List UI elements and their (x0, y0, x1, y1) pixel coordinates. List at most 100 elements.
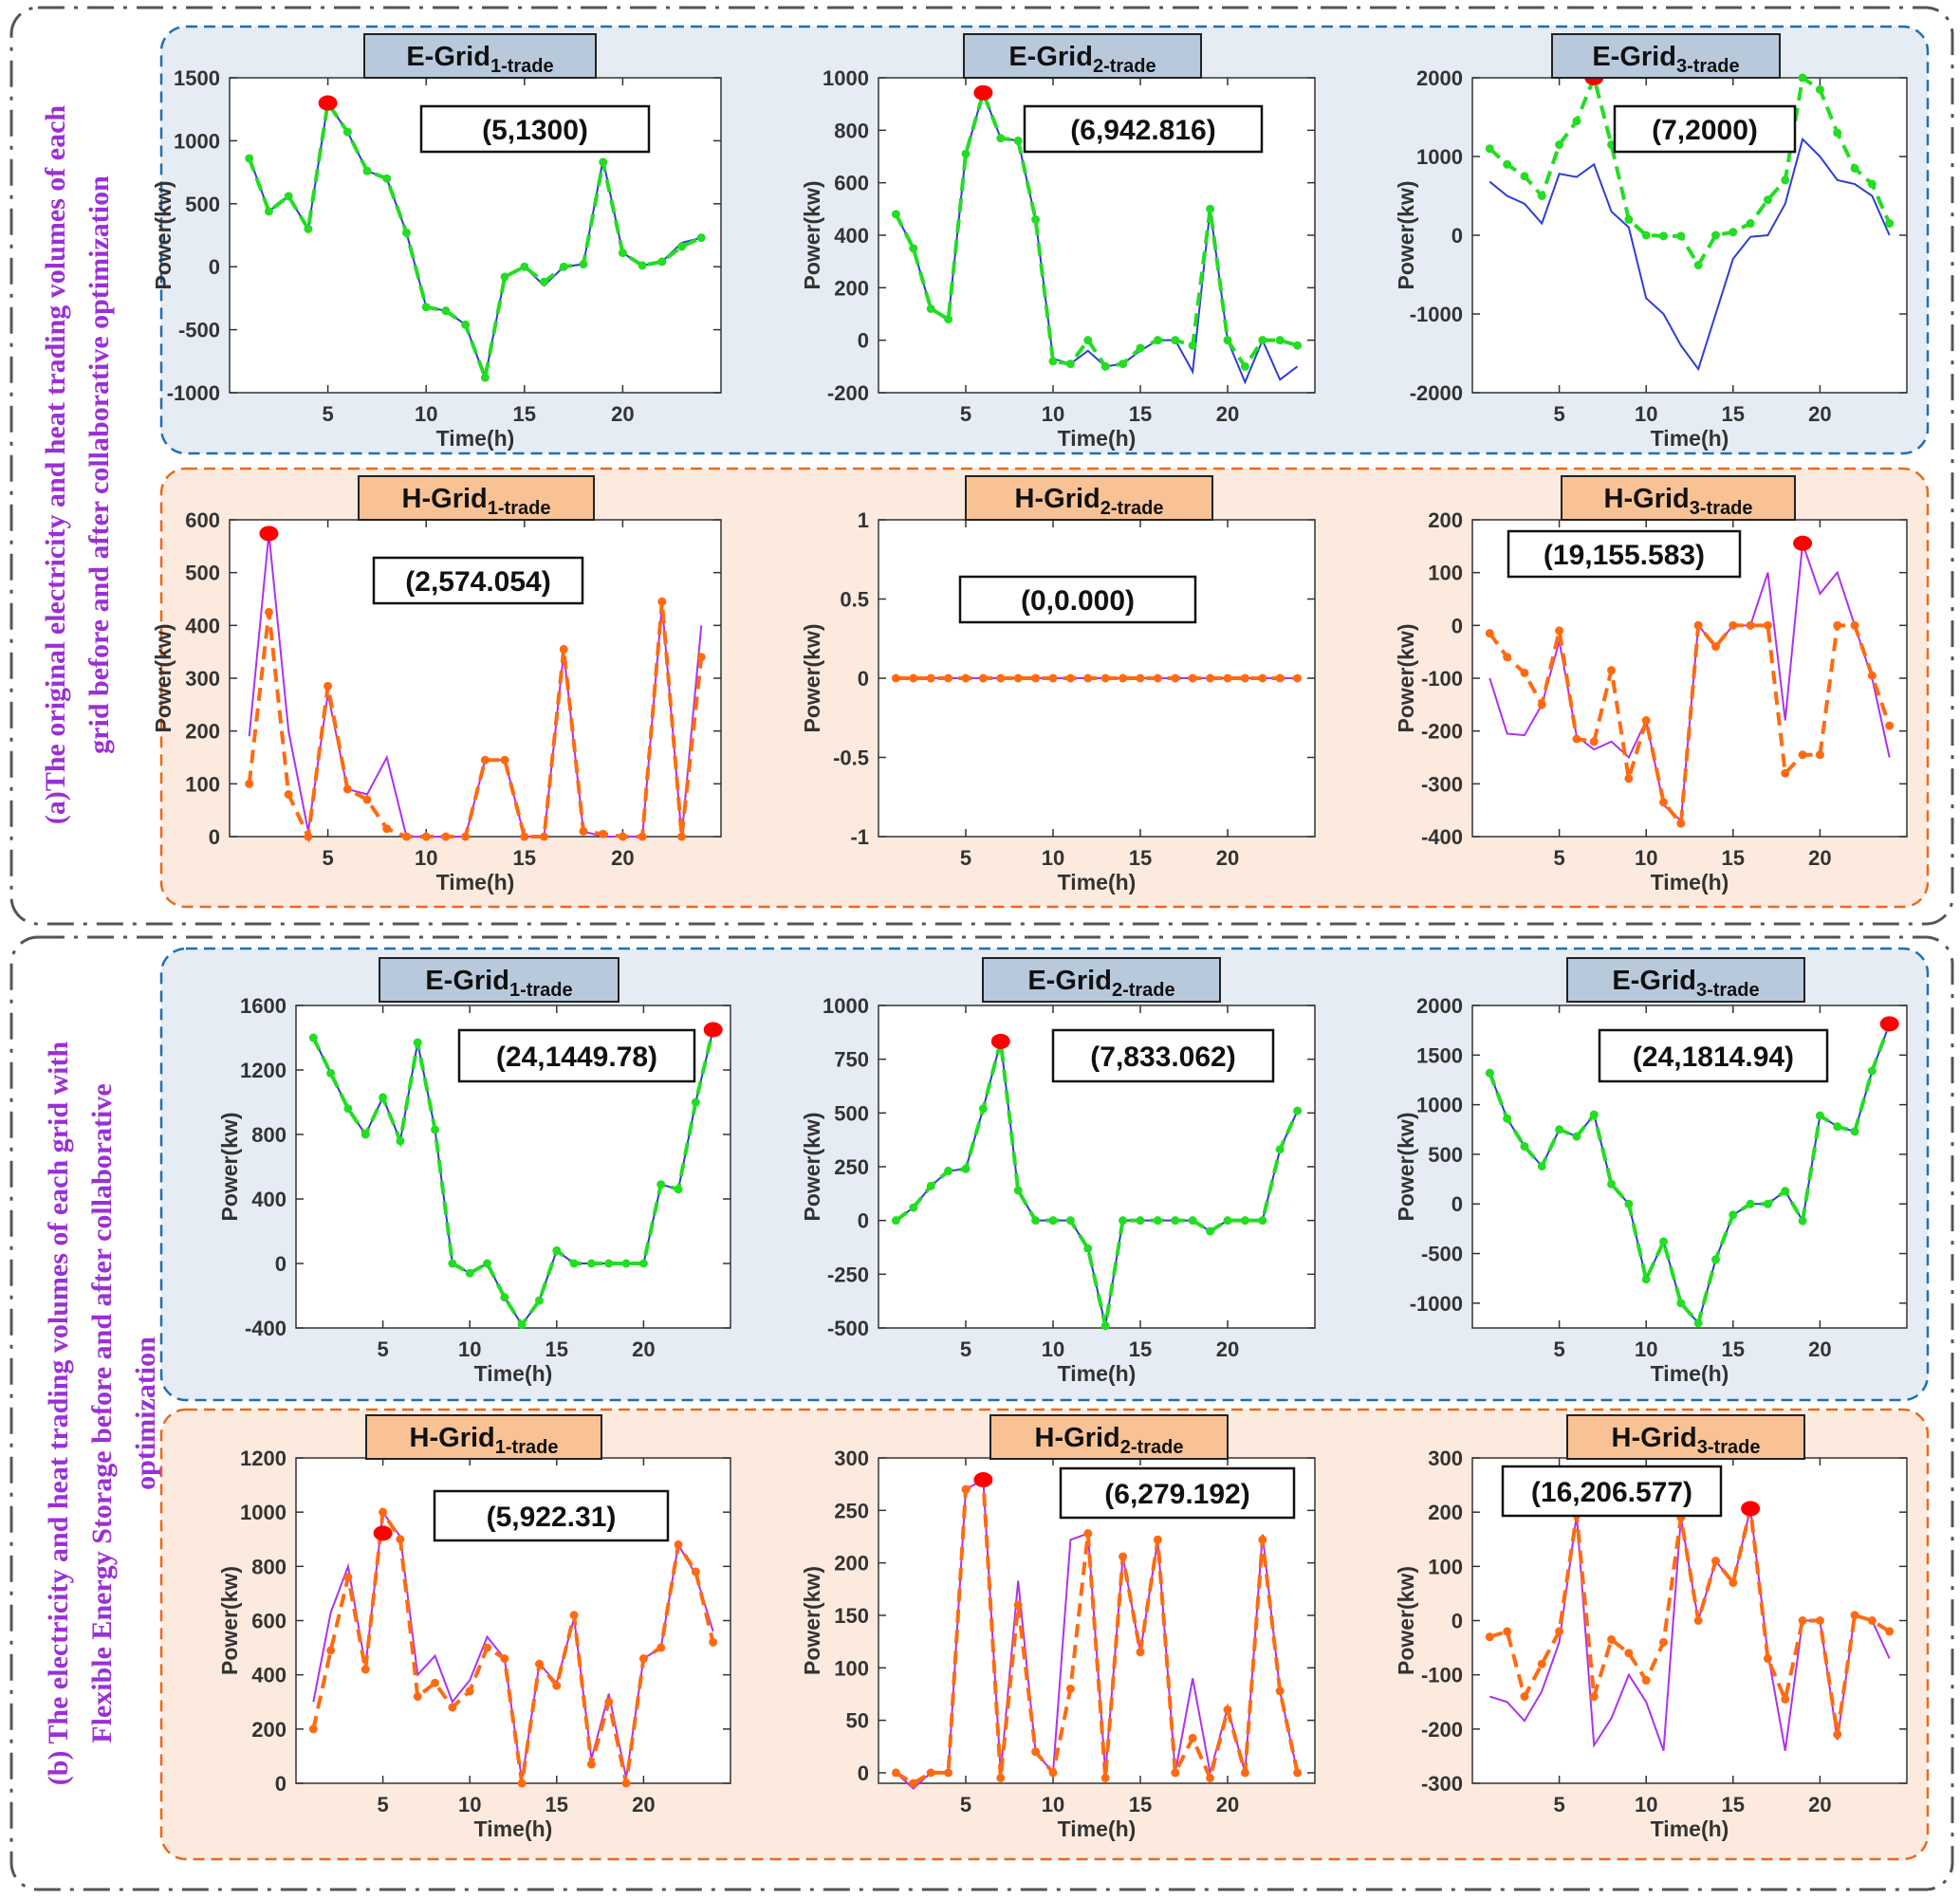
y-tick-label: 1200 (240, 1447, 287, 1470)
chart-title: E-Grid1-trade (406, 42, 553, 77)
y-tick-label: 1 (858, 508, 869, 532)
series-after-line (894, 86, 1299, 370)
chart-title: H-Grid1-trade (410, 1423, 559, 1458)
peak-annotation-text: (7,833.062) (1090, 1042, 1235, 1073)
series-after-point (1555, 140, 1564, 150)
series-after-point (1100, 361, 1110, 371)
y-axis-label: Power(kw) (800, 1566, 824, 1675)
y-tick-label: 1000 (823, 66, 869, 90)
chart-title: E-Grid2-trade (1008, 42, 1156, 77)
series-after-point (342, 127, 352, 137)
series-after-point (1275, 1687, 1285, 1696)
series-after-point (1240, 361, 1249, 371)
series-after-point (1641, 230, 1651, 240)
series-after-point (1867, 671, 1877, 680)
x-tick-label: 5 (1553, 846, 1564, 870)
series-after-point (891, 1216, 900, 1226)
series-after-point (579, 260, 588, 269)
series-after-point (362, 166, 372, 175)
series-after-point (480, 755, 490, 765)
x-tick-label: 5 (322, 846, 333, 870)
series-after-point (1031, 214, 1041, 224)
series-after-point (1833, 1730, 1842, 1740)
series-after-point (1624, 774, 1634, 784)
y-tick-label: 500 (185, 562, 220, 585)
series-after-point (604, 1259, 614, 1268)
series-after-point (1624, 1199, 1634, 1208)
series-after-point (1258, 1216, 1267, 1226)
peak-annotation-box (1023, 104, 1264, 154)
series-after-point (396, 1136, 405, 1146)
series-after-point (1100, 673, 1110, 683)
series-after-point (1676, 819, 1686, 828)
y-tick-label: 0.5 (840, 588, 869, 612)
y-axis-label: Power(kw) (1394, 180, 1418, 289)
series-after-point (618, 249, 627, 258)
y-axis-label: Power(kw) (1394, 1112, 1418, 1221)
series-after-point (1275, 673, 1285, 683)
y-axis-label: Power(kw) (800, 623, 824, 732)
series-after-point (1537, 192, 1546, 200)
y-axis-label: Power(kw) (1394, 623, 1418, 732)
y-tick-label: 0 (209, 825, 220, 849)
chart-title-box (1561, 475, 1796, 521)
chart-a-heat-grid2: -1-0.500.515 10 15 20Time(h)Power(kw)(0,0.0… (800, 475, 1316, 894)
series-after-point (1153, 1535, 1162, 1544)
series-after-point (1885, 721, 1895, 730)
y-tick-label: 300 (1428, 1447, 1463, 1470)
series-after-point (559, 644, 568, 654)
y-tick-label: 1200 (240, 1059, 287, 1082)
y-tick-label: 200 (834, 276, 869, 300)
y-tick-label: 1500 (1416, 1043, 1463, 1067)
peak-marker (703, 1022, 723, 1038)
series-after-point (401, 832, 411, 841)
series-after-point (1171, 336, 1180, 345)
chart-title: E-Grid2-trade (1027, 966, 1174, 1001)
chart-title: E-Grid1-trade (425, 966, 572, 1001)
series-after-point (709, 1637, 718, 1647)
series-after-point (1867, 1616, 1877, 1625)
series-after-point (264, 607, 273, 617)
series-after-point (1223, 1216, 1232, 1226)
chart-title: H-Grid2-trade (1035, 1423, 1184, 1458)
y-tick-label: 200 (251, 1718, 287, 1742)
y-tick-label: 50 (846, 1709, 869, 1733)
series-after-point (1833, 1122, 1842, 1132)
series-after-point (379, 1507, 388, 1517)
series-after-point (1833, 620, 1842, 630)
y-axis-label: Power(kw) (151, 180, 176, 289)
series-after-point (1781, 1694, 1790, 1704)
series-after-point (1729, 620, 1738, 630)
y-tick-label: 400 (251, 1664, 287, 1687)
y-tick-label: 2000 (1416, 66, 1463, 90)
series-after-point (1763, 620, 1772, 630)
y-tick-label: 600 (834, 172, 869, 195)
x-axis-label: Time(h) (1058, 1816, 1137, 1841)
y-tick-label: -500 (178, 319, 220, 342)
y-tick-label: -200 (1421, 1718, 1463, 1742)
series-after-point (1240, 673, 1249, 683)
y-axis-label: Power(kw) (800, 180, 824, 289)
series-after-point (891, 210, 900, 219)
series-after-point (579, 826, 588, 836)
series-after-point (413, 1038, 422, 1047)
series-after-point (552, 1681, 562, 1690)
series-after-point (1815, 750, 1824, 760)
section-a-frame (9, 6, 1954, 926)
series-after-point (1850, 1611, 1859, 1620)
y-tick-label: 0 (275, 1252, 287, 1276)
chart-title-box (982, 957, 1221, 1003)
series-after-point (324, 681, 333, 691)
series-after-point (909, 1779, 918, 1788)
series-after-point (1589, 1110, 1599, 1119)
series-after-point (500, 755, 509, 765)
series-after-point (1710, 642, 1720, 652)
y-tick-label: -0.5 (833, 747, 869, 770)
peak-annotation-box (1059, 1466, 1296, 1520)
y-tick-label: 500 (185, 193, 220, 216)
chart-title-box (363, 33, 597, 79)
series-after-point (534, 1296, 544, 1305)
series-after-point (1676, 231, 1686, 241)
x-tick-label: 5 (1553, 402, 1564, 426)
peak-annotation-text: (5,922.31) (487, 1502, 617, 1533)
